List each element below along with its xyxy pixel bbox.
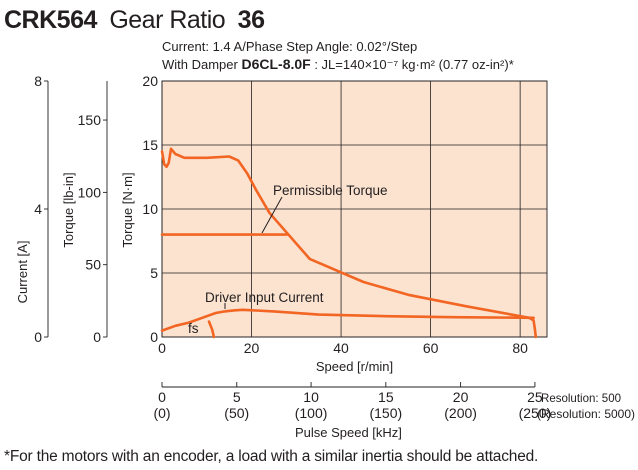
tick-label-current: 0 <box>34 329 42 345</box>
tick-label-torque-nm: 5 <box>150 265 158 281</box>
conditions-line2-suffix: : JL=140×10⁻⁷ kg·m² (0.77 oz-in²)* <box>314 57 513 72</box>
tick-label-pulse-5000: (0) <box>153 405 170 421</box>
tick-label-speed: 40 <box>333 340 349 356</box>
tick-label-torque-lbin: 50 <box>85 257 101 273</box>
series-fs <box>207 320 216 339</box>
resolution-500-label: Resolution: 500 <box>541 391 621 405</box>
tick-label-torque-nm: 20 <box>142 73 158 89</box>
tick-label-pulse-5000: (250) <box>519 405 552 421</box>
tick-label-torque-lbin: 0 <box>93 329 101 345</box>
axis-label-torque-nm: Torque [N·m] <box>120 172 135 247</box>
tick-label-pulse-500: 20 <box>453 389 469 405</box>
damper-model: D6CL-8.0F <box>241 56 311 72</box>
resolution-5000-label: (Resolution: 5000) <box>537 407 635 421</box>
tick-label-speed: 0 <box>158 340 166 356</box>
series <box>160 147 538 339</box>
grid <box>161 80 548 338</box>
tick-label-torque-nm: 10 <box>142 201 158 217</box>
footnote: *For the motors with an encoder, a load … <box>4 448 538 465</box>
axis-label-current: Current [A] <box>15 241 30 304</box>
tick-label-torque-lbin: 150 <box>78 112 102 128</box>
tick-label-torque-nm: 15 <box>142 137 158 153</box>
heading-middle: Gear Ratio <box>109 6 225 34</box>
tick-label-pulse-5000: (100) <box>295 405 328 421</box>
series-pullout-torque <box>160 147 538 339</box>
tick-label-speed: 60 <box>423 340 439 356</box>
tick-label-pulse-500: 0 <box>158 389 166 405</box>
tick-label-pulse-500: 15 <box>378 389 394 405</box>
tick-label-speed: 80 <box>512 340 528 356</box>
tick-label-pulse-500: 25 <box>527 389 543 405</box>
label-fs: fs <box>188 321 199 336</box>
tick-label-pulse-500: 5 <box>233 389 241 405</box>
label-driver-input-current: Driver Input Current <box>205 290 324 305</box>
series-driver-input-current <box>160 308 535 332</box>
conditions-line1: Current: 1.4 A/Phase Step Angle: 0.02°/S… <box>162 39 417 54</box>
tick-label-current: 8 <box>34 73 42 89</box>
tick-label-pulse-5000: (200) <box>444 405 477 421</box>
leader-permissible-torque <box>261 196 283 234</box>
conditions-line2: With Damper D6CL-8.0F : JL=140×10⁻⁷ kg·m… <box>162 56 514 72</box>
annotations: Permissible Torque Driver Input Current fs <box>188 183 388 336</box>
tick-label-speed: 20 <box>244 340 260 356</box>
tick-label-torque-lbin: 100 <box>78 184 102 200</box>
tick-label-pulse-5000: (150) <box>369 405 402 421</box>
heading-ratio: 36 <box>238 6 265 34</box>
tick-label-pulse-500: 10 <box>303 389 319 405</box>
plot-frame <box>161 80 548 338</box>
label-permissible-torque: Permissible Torque <box>273 183 388 198</box>
conditions-line2-prefix: With Damper <box>162 57 241 72</box>
axis-label-speed: Speed [r/min] <box>316 359 393 374</box>
axis-label-pulse-speed: Pulse Speed [kHz] <box>295 425 402 440</box>
tick-label-current: 4 <box>34 201 42 217</box>
tick-label-torque-nm: 0 <box>150 329 158 345</box>
tick-label-pulse-5000: (50) <box>224 405 249 421</box>
axis-label-torque-lbin: Torque [lb-in] <box>61 172 76 247</box>
chart-heading: CRK564 Gear Ratio 36 <box>4 6 264 34</box>
heading-model: CRK564 <box>4 6 97 34</box>
